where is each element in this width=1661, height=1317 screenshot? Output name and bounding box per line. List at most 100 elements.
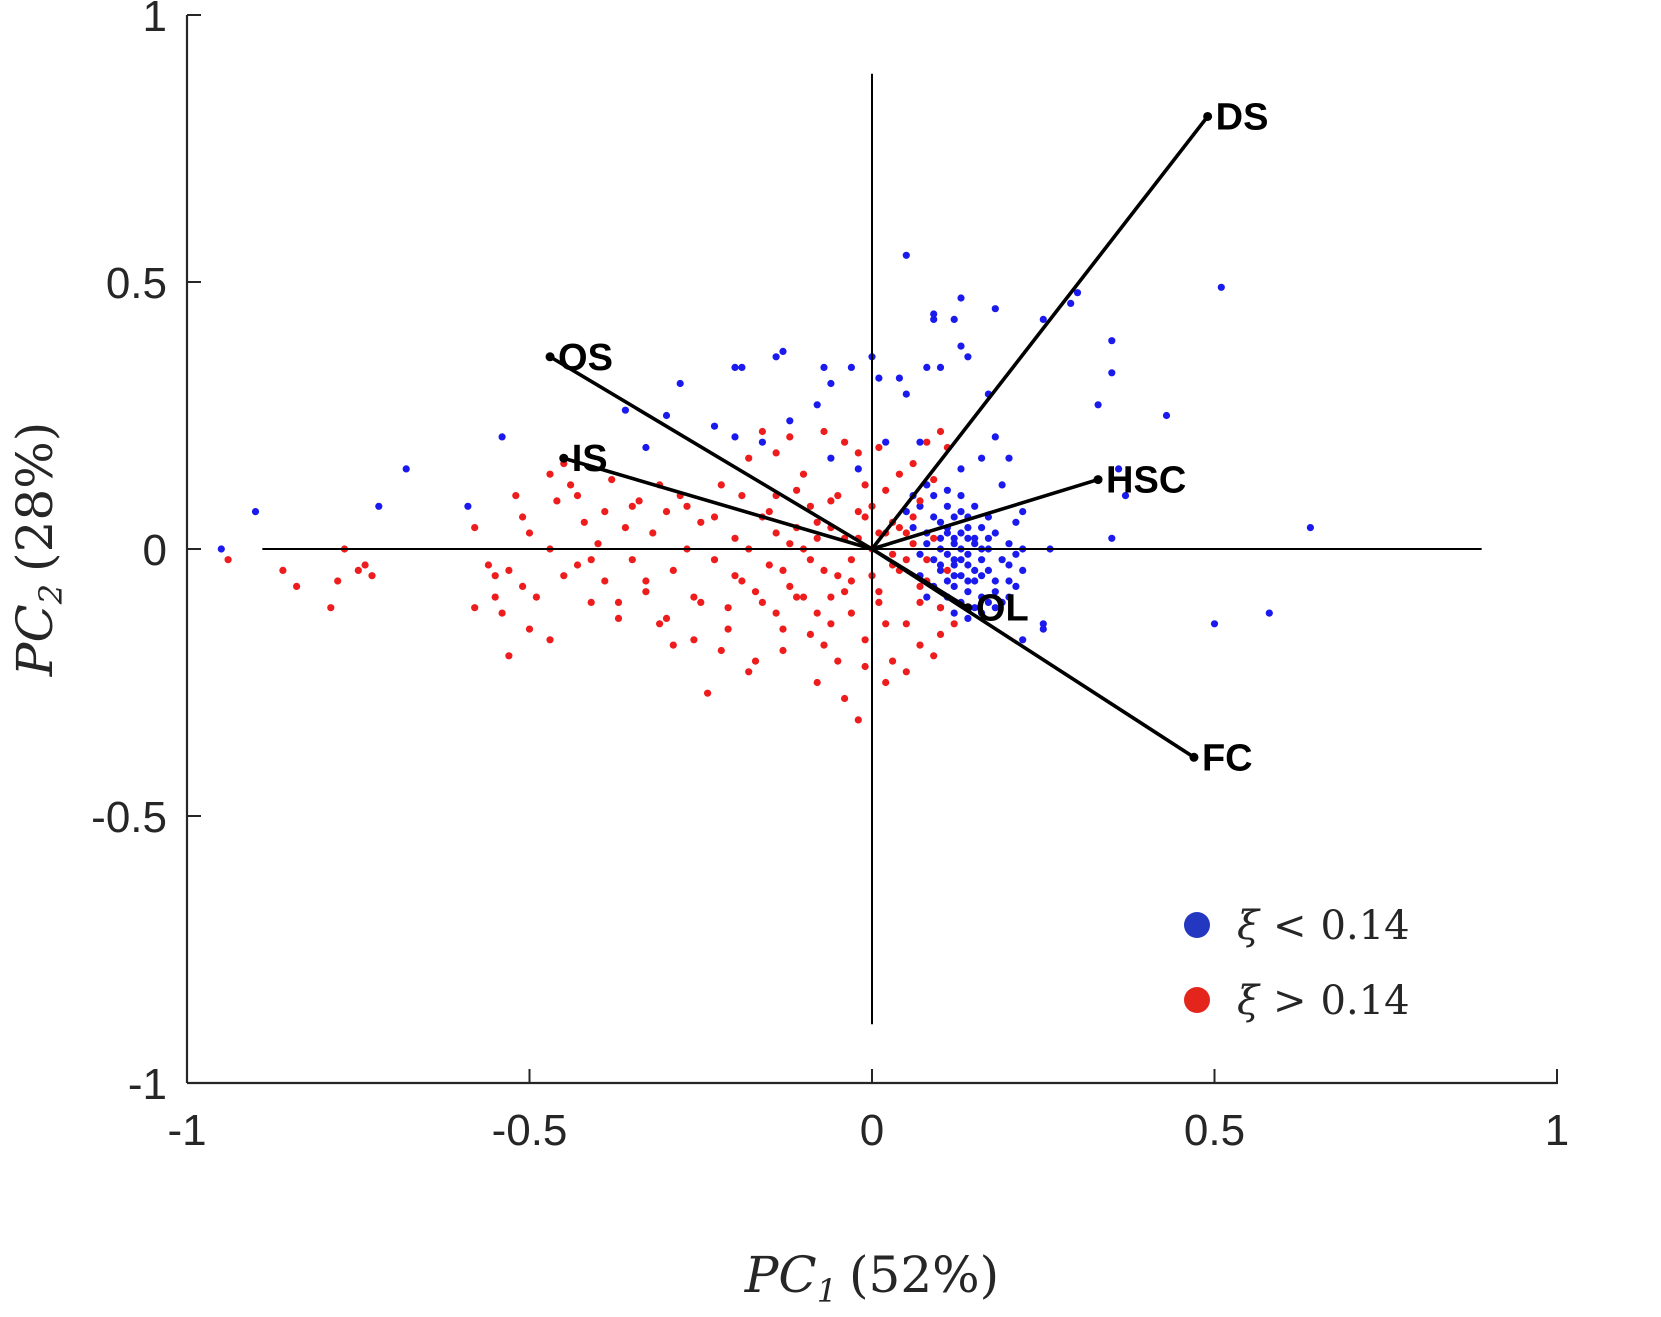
point-series0-133 — [991, 604, 999, 612]
point-series1-67 — [861, 662, 869, 671]
point-series0-53 — [731, 433, 739, 441]
point-series1-104 — [779, 566, 787, 575]
x-tick-label: 0.5 — [1184, 1106, 1245, 1155]
point-series0-64 — [1012, 518, 1020, 526]
point-series0-42 — [1306, 524, 1314, 532]
point-series1-58 — [799, 470, 808, 478]
point-series1-6 — [354, 566, 362, 575]
point-series1-170 — [813, 534, 821, 542]
point-series1-10 — [471, 604, 479, 612]
point-series0-24 — [950, 315, 958, 323]
point-series1-122 — [532, 593, 541, 601]
point-series0-116 — [950, 534, 958, 542]
point-series0-145 — [950, 572, 958, 580]
point-series1-38 — [662, 508, 671, 516]
point-series0-79 — [984, 566, 993, 575]
point-series0-107 — [991, 577, 999, 585]
point-series0-21 — [930, 315, 938, 323]
point-series0-11 — [731, 363, 739, 371]
point-series1-59 — [806, 556, 815, 564]
point-series1-33 — [628, 556, 636, 564]
point-series0-25 — [957, 342, 965, 350]
point-series1-88 — [841, 588, 849, 596]
point-series1-69 — [875, 588, 883, 596]
point-series1-19 — [525, 529, 534, 537]
point-series1-7 — [361, 561, 369, 569]
point-series0-113 — [971, 566, 979, 575]
point-series0-108 — [1005, 561, 1013, 569]
point-series1-75 — [916, 582, 924, 591]
point-series1-159 — [799, 593, 808, 601]
point-series1-96 — [820, 566, 828, 575]
point-series1-2 — [293, 582, 301, 591]
point-series0-43 — [1265, 609, 1273, 617]
point-series1-135 — [758, 427, 767, 436]
point-series1-12 — [491, 593, 499, 601]
point-series0-84 — [930, 556, 938, 564]
point-series0-61 — [978, 454, 986, 462]
point-series1-111 — [683, 502, 691, 510]
point-series1-168 — [916, 598, 924, 607]
loading-label-fc: FC — [1202, 737, 1253, 779]
point-series1-153 — [690, 636, 698, 644]
point-series1-57 — [793, 593, 801, 601]
point-series1-8 — [368, 572, 376, 580]
point-series1-162 — [916, 497, 924, 505]
point-series0-117 — [909, 524, 917, 532]
point-series1-43 — [697, 518, 705, 526]
point-series1-142 — [916, 641, 924, 649]
point-series1-147 — [861, 636, 869, 644]
point-series0-16 — [847, 363, 856, 371]
point-series0-109 — [943, 550, 952, 558]
point-series1-14 — [505, 566, 513, 575]
point-series1-116 — [614, 598, 623, 607]
point-series0-68 — [943, 529, 952, 537]
point-series1-112 — [669, 641, 677, 649]
point-series0-88 — [964, 524, 972, 532]
loading-line-ol — [871, 547, 969, 610]
point-series1-98 — [847, 556, 856, 564]
point-series0-0 — [217, 545, 225, 553]
point-series0-55 — [827, 454, 835, 462]
point-series1-83 — [772, 529, 780, 537]
point-series1-148 — [834, 657, 842, 665]
y-tick-label: 1 — [143, 0, 167, 41]
legend-label-red: ξ >0.14 — [1237, 978, 1410, 1024]
point-series0-93 — [998, 598, 1006, 607]
point-series1-25 — [573, 561, 582, 569]
point-series0-78 — [971, 577, 979, 585]
point-series0-89 — [971, 540, 979, 548]
x-tick-label: 1 — [1545, 1106, 1569, 1155]
point-series1-119 — [573, 492, 582, 500]
point-series0-94 — [984, 598, 993, 607]
point-series1-82 — [758, 598, 767, 607]
point-series1-60 — [813, 518, 821, 526]
point-series1-108 — [724, 625, 732, 633]
point-series1-133 — [820, 427, 828, 436]
point-series0-110 — [950, 556, 958, 564]
x-tick-label: -0.5 — [492, 1106, 568, 1155]
point-series0-123 — [943, 486, 952, 494]
point-series1-51 — [751, 657, 760, 665]
point-series0-112 — [964, 561, 972, 569]
point-series1-138 — [841, 694, 849, 703]
x-tick-label: -1 — [167, 1106, 206, 1155]
point-series0-6 — [621, 406, 630, 414]
point-series0-39 — [1108, 534, 1116, 542]
point-series0-146 — [957, 556, 965, 564]
point-series1-45 — [710, 556, 719, 564]
point-series1-16 — [519, 513, 527, 521]
point-series0-46 — [1039, 620, 1047, 628]
point-series0-23 — [957, 294, 965, 302]
point-series1-97 — [834, 492, 842, 500]
point-series0-134 — [978, 609, 986, 617]
point-series0-13 — [772, 353, 780, 361]
point-series0-33 — [1108, 369, 1116, 377]
loading-label-is: IS — [572, 438, 608, 480]
point-series0-50 — [813, 401, 821, 409]
point-series1-80 — [731, 572, 739, 580]
loading-vectors: DS OS IS HSC FC OL — [545, 96, 1268, 779]
point-series1-53 — [765, 561, 773, 569]
point-series1-136 — [772, 449, 780, 457]
point-series1-107 — [738, 492, 746, 500]
